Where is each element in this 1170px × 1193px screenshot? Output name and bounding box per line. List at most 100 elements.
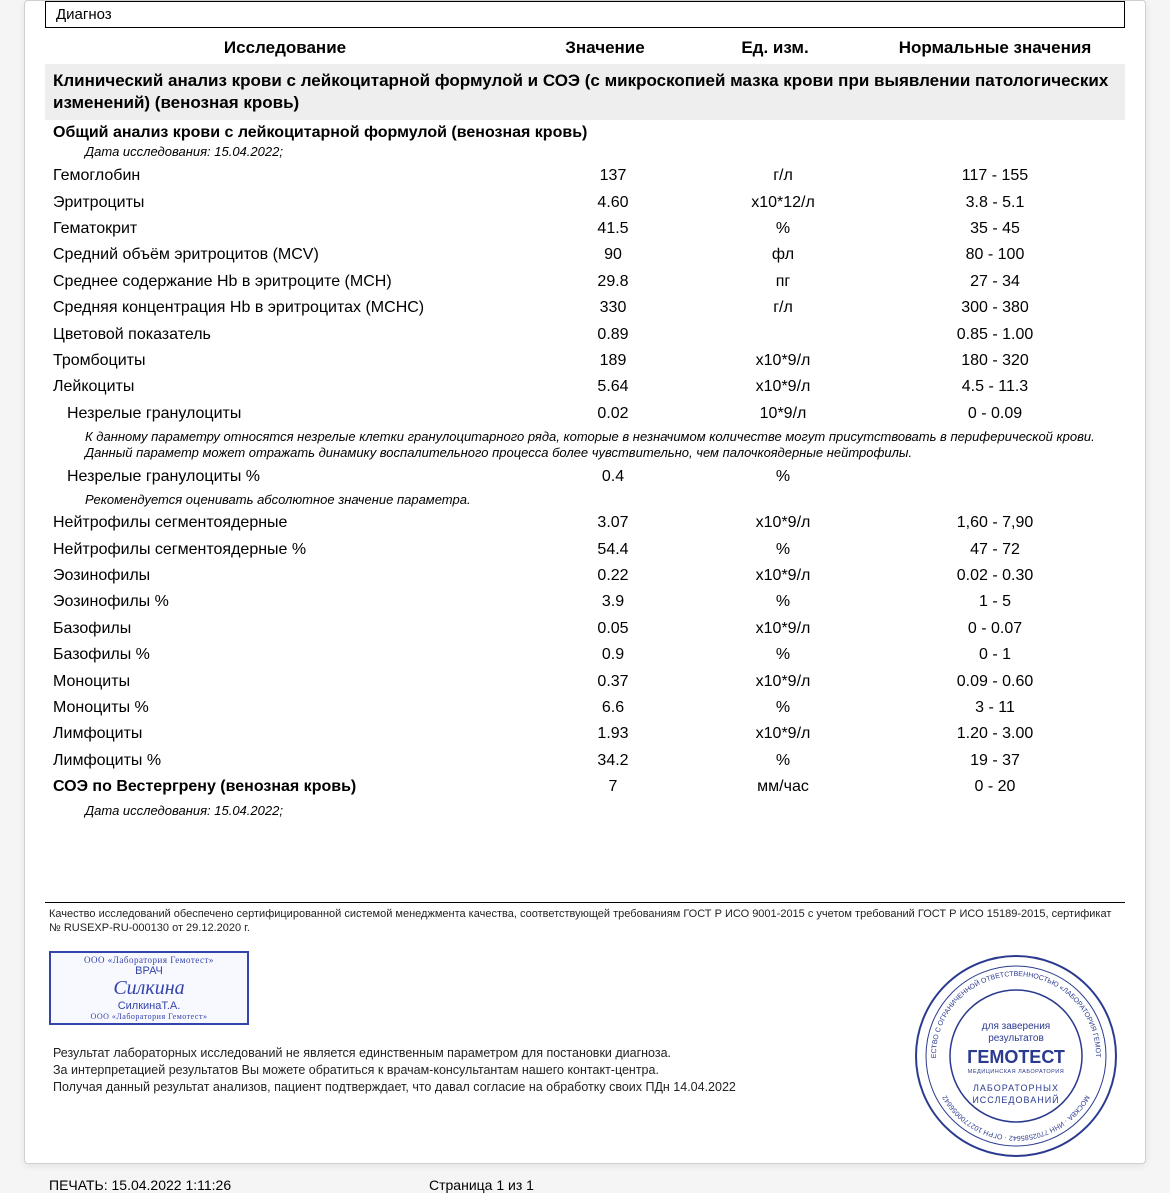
stamp-top2: результатов	[988, 1033, 1044, 1044]
result-name: Цветовой показатель	[53, 324, 533, 346]
note-abs: Рекомендуется оценивать абсолютное значе…	[45, 490, 1125, 510]
result-row: Цветовой показатель0.89 0.85 - 1.00	[45, 322, 1125, 348]
result-name: Незрелые гранулоциты	[53, 403, 533, 425]
result-name: Базофилы %	[53, 644, 533, 666]
result-name: Моноциты	[53, 671, 533, 693]
result-unit: x10*9/л	[693, 512, 873, 534]
result-name: Моноциты %	[53, 697, 533, 719]
result-row: Средний объём эритроцитов (MCV)90фл80 - …	[45, 242, 1125, 268]
result-row: Лейкоциты5.64x10*9/л4.5 - 11.3	[45, 374, 1125, 400]
disclaim-2: За интерпретацией результатов Вы можете …	[53, 1062, 736, 1079]
result-name: Средняя концентрация Hb в эритроцитах (M…	[53, 297, 533, 319]
result-name: Средний объём эритроцитов (MCV)	[53, 244, 533, 266]
doctor-block: ООО «Лаборатория Гемотест» ВРАЧ Силкина …	[49, 951, 740, 1106]
result-range: 19 - 37	[873, 750, 1117, 772]
result-value: 0.05	[533, 618, 693, 640]
footer-divider	[45, 902, 1125, 903]
result-value: 0.02	[533, 403, 693, 425]
stamp-bot2: ИССЛЕДОВАНИЙ	[972, 1094, 1059, 1105]
result-row: Эозинофилы %3.9%1 - 5	[45, 589, 1125, 615]
result-value: 3.9	[533, 591, 693, 613]
result-value: 1.93	[533, 723, 693, 745]
result-unit: %	[693, 697, 873, 719]
result-value: 3.07	[533, 512, 693, 534]
print-timestamp: ПЕЧАТЬ: 15.04.2022 1:11:26	[49, 1177, 429, 1193]
result-unit: пг	[693, 271, 873, 293]
header-range: Нормальные значения	[865, 38, 1125, 58]
result-unit: %	[693, 591, 873, 613]
result-unit: x10*9/л	[693, 723, 873, 745]
esr-unit: мм/час	[693, 776, 873, 798]
results-block-a: Гемоглобин137г/л117 - 155Эритроциты4.60x…	[45, 163, 1125, 427]
result-value: 4.60	[533, 192, 693, 214]
result-range: 1.20 - 3.00	[873, 723, 1117, 745]
results-block-c: Нейтрофилы сегментоядерные3.07x10*9/л1,6…	[45, 510, 1125, 774]
result-row: Гемоглобин137г/л117 - 155	[45, 163, 1125, 189]
esr-row: СОЭ по Вестергрену (венозная кровь) 7 мм…	[45, 774, 1125, 800]
result-unit: x10*12/л	[693, 192, 873, 214]
result-range: 0 - 0.07	[873, 618, 1117, 640]
result-unit	[693, 324, 873, 346]
result-row: Базофилы %0.9%0 - 1	[45, 642, 1125, 668]
result-range: 27 - 34	[873, 271, 1117, 293]
result-range: 0.85 - 1.00	[873, 324, 1117, 346]
result-range: 0 - 1	[873, 644, 1117, 666]
result-range: 0.02 - 0.30	[873, 565, 1117, 587]
stamp-sub: МЕДИЦИНСКАЯ ЛАБОРАТОРИЯ	[968, 1069, 1064, 1075]
header-unit: Ед. изм.	[685, 38, 865, 58]
quality-text: Качество исследований обеспечено сертифи…	[45, 907, 1125, 946]
result-row: Базофилы0.05x10*9/л0 - 0.07	[45, 616, 1125, 642]
result-range: 47 - 72	[873, 539, 1117, 561]
result-row: Эритроциты4.60x10*12/л3.8 - 5.1	[45, 190, 1125, 216]
result-row: Лимфоциты %34.2%19 - 37	[45, 748, 1125, 774]
result-value: 137	[533, 165, 693, 187]
result-value: 41.5	[533, 218, 693, 240]
disclaimer-block: Результат лабораторных исследований не я…	[49, 1025, 740, 1106]
result-value: 0.89	[533, 324, 693, 346]
result-unit: x10*9/л	[693, 376, 873, 398]
disclaim-3: Получая данный результат анализов, пацие…	[53, 1079, 736, 1096]
result-name: Эозинофилы	[53, 565, 533, 587]
result-value: 330	[533, 297, 693, 319]
result-unit: %	[693, 644, 873, 666]
result-range: 117 - 155	[873, 165, 1117, 187]
result-value: 189	[533, 350, 693, 372]
study-date: Дата исследования: 15.04.2022;	[45, 142, 1125, 163]
result-unit: %	[693, 466, 873, 488]
result-unit: x10*9/л	[693, 350, 873, 372]
esr-value: 7	[533, 776, 693, 798]
footer-area: Качество исследований обеспечено сертифи…	[45, 902, 1125, 1193]
doctor-name: СилкинаТ.А.	[55, 1000, 243, 1012]
result-name: Нейтрофилы сегментоядерные	[53, 512, 533, 534]
result-range: 0 - 0.09	[873, 403, 1117, 425]
result-unit: %	[693, 750, 873, 772]
esr-label: СОЭ по Вестергрену (венозная кровь)	[53, 776, 533, 798]
result-row: Среднее содержание Hb в эритроците (MCH)…	[45, 269, 1125, 295]
document-page: Диагноз Исследование Значение Ед. изм. Н…	[24, 0, 1146, 1164]
result-range: 80 - 100	[873, 244, 1117, 266]
result-value: 0.9	[533, 644, 693, 666]
doctor-stamp: ООО «Лаборатория Гемотест» ВРАЧ Силкина …	[49, 951, 249, 1025]
stamp-brand: ГЕМОТЕСТ	[967, 1047, 1065, 1067]
header-value: Значение	[525, 38, 685, 58]
stamp-bot: ЛАБОРАТОРНЫХ	[973, 1083, 1059, 1093]
result-name: Нейтрофилы сегментоядерные %	[53, 539, 533, 561]
result-unit: г/л	[693, 165, 873, 187]
section-title: Клинический анализ крови с лейкоцитарной…	[45, 64, 1125, 120]
result-row: Незрелые гранулоциты %0.4%	[45, 464, 1125, 490]
result-name: Лейкоциты	[53, 376, 533, 398]
result-range: 180 - 320	[873, 350, 1117, 372]
result-value: 90	[533, 244, 693, 266]
doctor-title: ВРАЧ	[55, 965, 243, 977]
doctor-org: ООО «Лаборатория Гемотест»	[55, 955, 243, 965]
result-row: Эозинофилы0.22x10*9/л0.02 - 0.30	[45, 563, 1125, 589]
result-range: 0.09 - 0.60	[873, 671, 1117, 693]
study-date-esr: Дата исследования: 15.04.2022;	[45, 801, 1125, 822]
result-row: Моноциты0.37x10*9/л0.09 - 0.60	[45, 669, 1125, 695]
result-value: 29.8	[533, 271, 693, 293]
result-row: Лимфоциты1.93x10*9/л1.20 - 3.00	[45, 721, 1125, 747]
print-line: ПЕЧАТЬ: 15.04.2022 1:11:26 Страница 1 из…	[45, 1161, 1125, 1193]
result-unit: г/л	[693, 297, 873, 319]
result-row: Средняя концентрация Hb в эритроцитах (M…	[45, 295, 1125, 321]
header-test: Исследование	[45, 38, 525, 58]
